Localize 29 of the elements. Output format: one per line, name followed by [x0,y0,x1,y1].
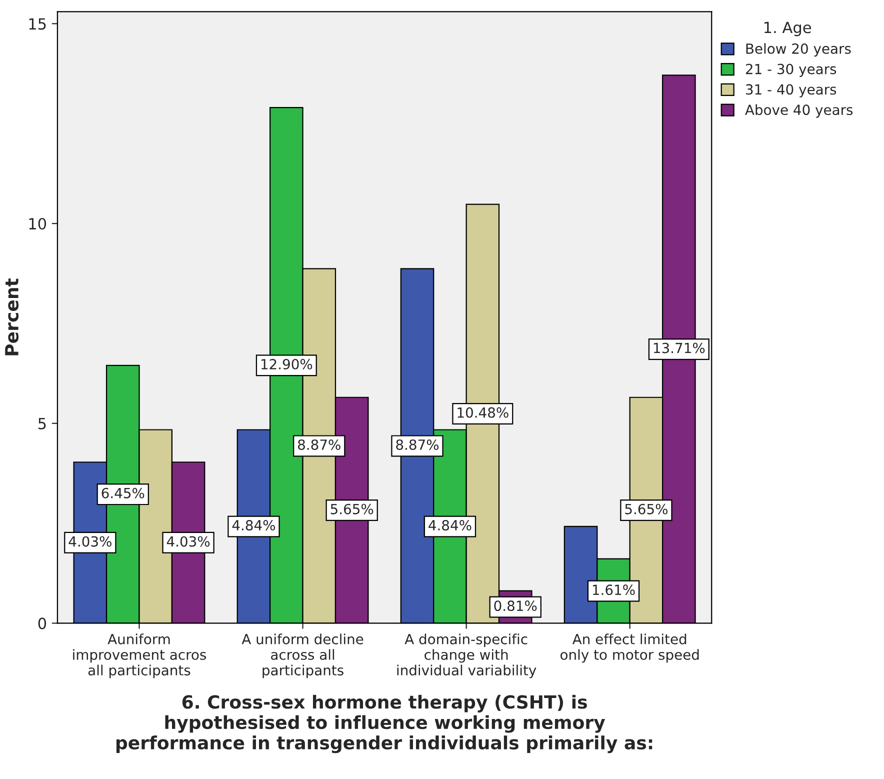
x-tick-label: A domain-specific change with individual variability [397,634,536,678]
data-label: 8.87% [298,439,340,450]
legend-label: Below 20 years [746,43,851,57]
x-tick-label: Auniform improvement acros all participants [73,634,206,678]
data-label: 4.84% [232,520,276,531]
x-tick-label: A uniform decline across all participants [242,634,364,678]
data-label: 4.03% [166,536,210,547]
data-label: 5.65% [330,504,374,514]
y-tick-label: 10 [29,218,46,230]
data-label: 6.45% [102,488,144,498]
legend-label: 21 - 30 years [746,64,836,77]
legend-label: Above 40 years [745,104,853,118]
y-tick-label: 5 [38,418,46,430]
data-label: 12.90% [261,358,312,370]
data-label: 13.71% [654,342,705,354]
x-tick-label: An effect limited only to motor speed [560,634,699,663]
y-tick-label: 0 [38,618,46,630]
y-axis-title: Percent [5,278,19,356]
data-label: 8.87% [396,439,439,450]
data-label: 0.81% [494,600,537,612]
legend-label: 31 - 40 years [746,84,836,98]
data-label: 4.84% [428,520,472,531]
x-axis-title: 6. Cross-sex hormone therapy (CSHT) is hypothesised to influence working memory performance in transgender individuals primarily as: [116,694,652,754]
data-label: 1.61% [592,584,635,596]
data-label: 4.03% [68,536,112,547]
y-tick-label: 15 [29,18,46,30]
data-label: 5.65% [625,504,668,514]
data-label: 10.48% [458,407,508,418]
legend-title: 1. Age [764,22,811,36]
